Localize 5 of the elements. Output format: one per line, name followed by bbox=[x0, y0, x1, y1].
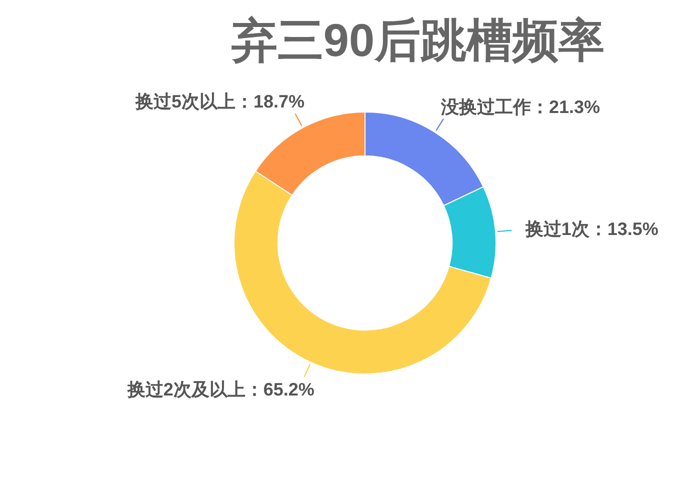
label: 没换过工作：21.3% bbox=[441, 96, 600, 117]
title: 弃三90后跳槽频率 bbox=[231, 14, 605, 66]
label: 换过1次：13.5% bbox=[525, 219, 658, 240]
label: 换过2次及以上：65.2% bbox=[127, 380, 314, 400]
label: 换过5次以上：18.7% bbox=[135, 91, 305, 112]
